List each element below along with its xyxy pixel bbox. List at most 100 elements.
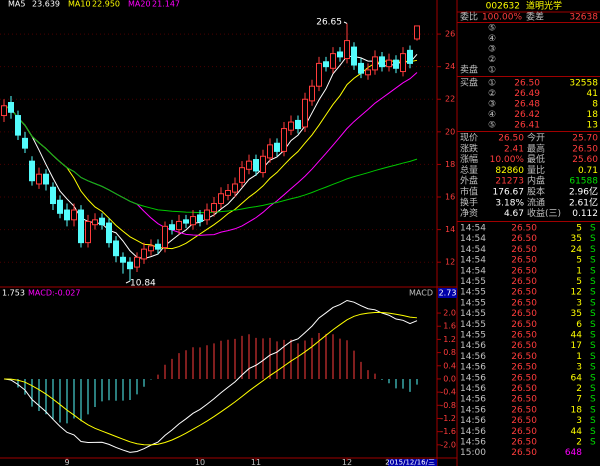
candle-body xyxy=(386,59,392,68)
trade-volume: 18 xyxy=(571,405,583,415)
candle-body xyxy=(225,189,231,196)
ma-value: 22.950 xyxy=(92,0,120,9)
trade-price: 26.50 xyxy=(511,309,537,319)
trade-time: 14:56 xyxy=(460,405,486,415)
buy-price: 26.41 xyxy=(514,121,540,131)
trade-side: S xyxy=(590,288,596,298)
y-tick-label: 1.2 xyxy=(443,335,456,344)
stat-value: 26.50 xyxy=(498,134,524,144)
leader-line xyxy=(125,280,131,284)
trade-time: 14:56 xyxy=(460,395,486,405)
candle-body xyxy=(267,144,273,159)
candle-body xyxy=(407,49,413,64)
candle-body xyxy=(246,160,252,170)
trade-time: 14:55 xyxy=(460,277,486,287)
trade-side: S xyxy=(590,245,596,255)
buy-level: ⑤ xyxy=(488,121,496,131)
sell-level: ③ xyxy=(488,45,496,55)
trade-side: S xyxy=(590,234,596,244)
trade-side: S xyxy=(590,395,596,405)
buy-level: ④ xyxy=(488,110,496,120)
candle-body xyxy=(57,199,63,214)
trade-price: 26.50 xyxy=(511,288,537,298)
stock-code: 002632 xyxy=(486,2,520,12)
stat-label: 最低 xyxy=(527,153,545,165)
trade-time: 14:54 xyxy=(460,266,486,276)
stat-label: 总量 xyxy=(460,164,478,176)
candle-body xyxy=(71,209,77,221)
trade-volume: 3 xyxy=(576,363,582,373)
dea-line xyxy=(3,311,418,446)
candle-body xyxy=(365,69,371,76)
candle-body xyxy=(155,243,161,250)
stat-value: 0.71 xyxy=(578,166,598,176)
sell-level: ② xyxy=(488,55,496,65)
trade-volume: 44 xyxy=(571,427,583,437)
candle-body xyxy=(379,56,385,68)
ma-value: 21.147 xyxy=(152,0,180,9)
trade-price: 26.50 xyxy=(511,224,537,234)
y-tick-label: -1.2 xyxy=(440,414,456,423)
sell-label: 卖盘 xyxy=(460,64,478,76)
max-label: 26.65 xyxy=(316,18,342,28)
candle-body xyxy=(351,46,357,66)
candle-body xyxy=(134,256,140,268)
trade-price: 26.50 xyxy=(511,277,537,287)
candle-body xyxy=(400,53,406,73)
candle-body xyxy=(99,217,105,226)
buy-price: 26.42 xyxy=(514,110,540,120)
sell-level: ④ xyxy=(488,34,496,44)
candle-body xyxy=(8,102,14,113)
min-label: 10.84 xyxy=(130,279,156,289)
trade-time: 14:55 xyxy=(460,331,486,341)
candle-body xyxy=(358,62,364,74)
candle-body xyxy=(78,209,84,244)
trade-side: S xyxy=(590,309,596,319)
candle-body xyxy=(29,160,35,182)
x-tick-label: 11 xyxy=(251,458,261,466)
x-tick-label: 10 xyxy=(195,458,205,466)
trade-price: 26.50 xyxy=(511,320,537,330)
candle-body xyxy=(92,219,98,226)
trade-side: S xyxy=(590,438,596,448)
candle-body xyxy=(295,119,301,130)
dif-label: 1.753 xyxy=(2,289,25,298)
buy-level: ① xyxy=(488,79,496,89)
cursor-value: 2.73 xyxy=(439,289,457,298)
candle-body xyxy=(183,219,189,224)
trade-price: 26.50 xyxy=(511,298,537,308)
candle-body xyxy=(239,167,245,183)
leader-line xyxy=(343,21,348,24)
trade-side: S xyxy=(590,352,596,362)
trade-side: S xyxy=(590,224,596,234)
candle-body xyxy=(393,59,399,69)
candle-body xyxy=(43,173,49,185)
y-tick-label: -2.0 xyxy=(440,440,456,449)
trade-volume: 12 xyxy=(571,288,582,298)
field-value: 100.00% xyxy=(482,13,522,23)
stat-label: 股本 xyxy=(527,186,545,198)
trade-time: 14:54 xyxy=(460,245,486,255)
scale-label: MACD xyxy=(409,289,433,298)
trade-time: 14:56 xyxy=(460,427,486,437)
trade-price: 26.50 xyxy=(511,395,537,405)
trade-time: 14:56 xyxy=(460,438,486,448)
y-tick-label: 24 xyxy=(445,62,455,71)
trade-volume: 5 xyxy=(576,224,582,234)
trade-side: S xyxy=(590,384,596,394)
trade-time: 14:56 xyxy=(460,341,486,351)
candle-body xyxy=(337,51,343,58)
trade-side: S xyxy=(590,341,596,351)
buy-volume: 8 xyxy=(592,100,598,110)
candle-body xyxy=(127,261,133,270)
candle-body xyxy=(281,128,287,152)
candle-body xyxy=(232,183,238,193)
y-tick-label: 26 xyxy=(445,30,455,39)
trade-volume: 6 xyxy=(576,320,582,330)
trade-volume: 7 xyxy=(576,395,582,405)
field-value: 32638 xyxy=(569,13,598,23)
buy-level: ③ xyxy=(488,100,496,110)
trade-time: 14:56 xyxy=(460,352,486,362)
stat-value: 10.00% xyxy=(490,155,525,165)
